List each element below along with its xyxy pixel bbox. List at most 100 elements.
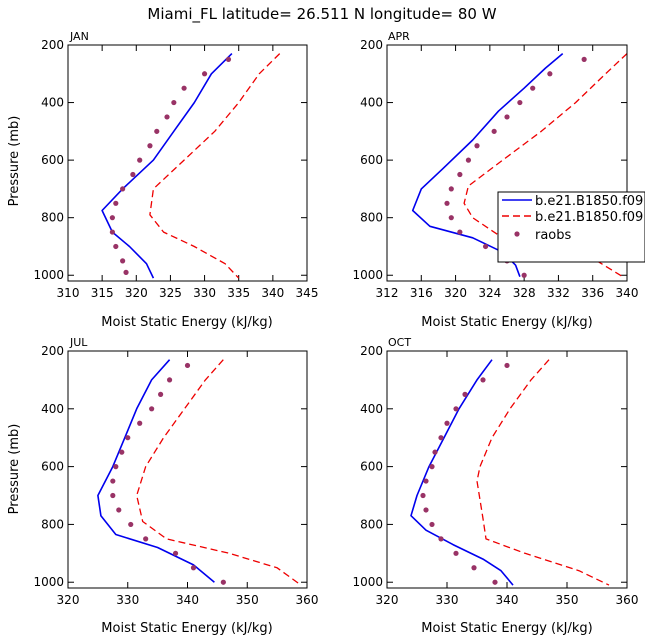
raobs-point-oct-15 [492, 579, 498, 585]
y-tick-label-apr-600: 600 [360, 153, 383, 167]
raobs-point-apr-3 [517, 99, 523, 106]
x-axis-title-apr: Moist Static Energy (kJ/kg) [421, 315, 592, 330]
x-tick-label-jul-340: 340 [176, 593, 199, 607]
x-tick-label-apr-340: 340 [616, 286, 639, 300]
raobs-point-apr-7 [465, 157, 472, 163]
legend-label-model1: b.e21.B1850.f09 [535, 194, 643, 209]
raobs-point-jan-9 [120, 186, 126, 192]
x-tick-label-jan-315: 315 [91, 286, 114, 300]
raobs-point-oct-3 [453, 406, 459, 412]
plot-frame-apr [386, 44, 628, 282]
legend-box [497, 191, 645, 263]
y-axis-title-jul: Pressure (mb) [7, 424, 22, 515]
raobs-point-jan-15 [123, 269, 129, 275]
ticks-jan: 310 315 320 325 330 335 340 345 200 400 600 800 1000 [33, 38, 318, 300]
raobs-point-jul-15 [220, 579, 226, 585]
x-tick-label-oct-330: 330 [436, 593, 459, 607]
raobs-point-jul-6 [119, 449, 125, 455]
series-oct [410, 359, 610, 586]
raobs-point-apr-2 [530, 85, 536, 91]
raobs-point-jul-2 [158, 391, 164, 397]
raobs-point-oct-0 [504, 362, 510, 369]
legend-swatch-raobs [514, 231, 520, 237]
raobs-point-oct-12 [438, 536, 444, 542]
raobs-point-apr-8 [457, 171, 463, 178]
x-tick-label-jan-335: 335 [227, 286, 250, 300]
y-tick-label-apr-200: 200 [360, 38, 383, 52]
raobs-point-oct-5 [438, 435, 444, 441]
raobs-point-apr-5 [491, 128, 497, 134]
plot-frame-jan [67, 44, 308, 282]
x-tick-label-apr-312: 312 [376, 286, 399, 300]
raobs-point-apr-11 [448, 215, 454, 221]
raobs-point-apr-1 [547, 71, 553, 77]
x-tick-label-apr-320: 320 [444, 286, 467, 300]
model1-line-jan [101, 53, 233, 279]
x-tick-label-jan-340: 340 [261, 286, 284, 300]
raobs-point-jul-5 [125, 435, 131, 441]
model1-line-oct [410, 359, 514, 586]
model2-line-jan [149, 53, 281, 279]
x-tick-label-jan-320: 320 [125, 286, 148, 300]
x-tick-label-oct-340: 340 [496, 593, 519, 607]
raobs-point-jul-4 [137, 420, 143, 426]
legend-label-raobs: raobs [535, 228, 572, 243]
x-tick-label-apr-324: 324 [478, 286, 501, 300]
series-jan [101, 53, 281, 279]
raobs-point-jan-12 [109, 229, 115, 235]
figure-title: Miami_FL latitude= 26.511 N longitude= 8… [147, 5, 496, 24]
y-tick-label-apr-800: 800 [360, 211, 383, 225]
x-tick-label-oct-350: 350 [556, 593, 579, 607]
raobs-point-apr-15 [521, 272, 527, 278]
x-tick-label-jul-360: 360 [296, 593, 319, 607]
x-tick-label-jan-325: 325 [159, 286, 182, 300]
raobs-point-jan-6 [147, 143, 153, 149]
x-tick-label-oct-360: 360 [616, 593, 639, 607]
raobs-point-apr-9 [448, 186, 454, 192]
panel-label-oct: OCT [388, 336, 411, 349]
raobs-point-apr-6 [474, 143, 480, 149]
x-tick-label-jul-350: 350 [236, 593, 259, 607]
x-tick-label-apr-332: 332 [547, 286, 570, 300]
series-jul [97, 359, 302, 586]
x-tick-label-apr-336: 336 [581, 286, 604, 300]
x-axis-title-oct: Moist Static Energy (kJ/kg) [421, 621, 592, 636]
raobs-point-oct-7 [429, 464, 435, 470]
raobs-point-jan-10 [113, 200, 119, 206]
raobs-point-oct-6 [432, 449, 438, 455]
raobs-point-apr-0 [581, 56, 587, 62]
raobs-point-oct-2 [462, 391, 468, 397]
raobs-point-jul-1 [166, 377, 173, 383]
x-tick-label-jan-330: 330 [193, 286, 216, 300]
raobs-point-jan-5 [154, 128, 160, 134]
plot-frame-jul [67, 350, 308, 589]
y-axis-title-jan: Pressure (mb) [7, 116, 22, 207]
ticks-oct: 320 330 340 350 360 200 400 600 800 1000 [352, 344, 638, 607]
raobs-point-oct-1 [480, 377, 486, 383]
raobs-point-jul-3 [149, 406, 155, 412]
x-tick-label-apr-316: 316 [410, 286, 433, 300]
raobs-point-oct-11 [429, 521, 435, 528]
y-tick-label-oct-1000: 1000 [352, 575, 383, 589]
x-tick-label-jul-320: 320 [57, 593, 80, 607]
x-tick-label-jan-310: 310 [57, 286, 80, 300]
raobs-point-jan-7 [137, 157, 143, 163]
x-axis-title-jan: Moist Static Energy (kJ/kg) [101, 315, 272, 330]
panel-oct: OCT Moist Static Energy (kJ/kg) 320 330 34… [352, 336, 638, 636]
y-tick-label-apr-400: 400 [360, 96, 383, 110]
y-tick-label-jul-600: 600 [41, 460, 64, 474]
y-tick-label-oct-400: 400 [360, 402, 383, 416]
model1-line-jul [97, 359, 215, 583]
raobs-point-jul-10 [116, 507, 122, 513]
model2-line-jul [136, 359, 302, 586]
raobs-point-jul-13 [172, 550, 179, 556]
panel-label-jan: JAN [69, 30, 89, 43]
panel-label-jul: JUL [69, 336, 88, 349]
raobs-point-jan-14 [120, 258, 126, 264]
y-tick-label-jul-400: 400 [41, 402, 64, 416]
model2-line-oct [476, 359, 610, 586]
raobs-point-oct-13 [453, 550, 459, 556]
raobs-point-oct-10 [423, 507, 429, 513]
raobs-point-apr-10 [444, 200, 450, 206]
